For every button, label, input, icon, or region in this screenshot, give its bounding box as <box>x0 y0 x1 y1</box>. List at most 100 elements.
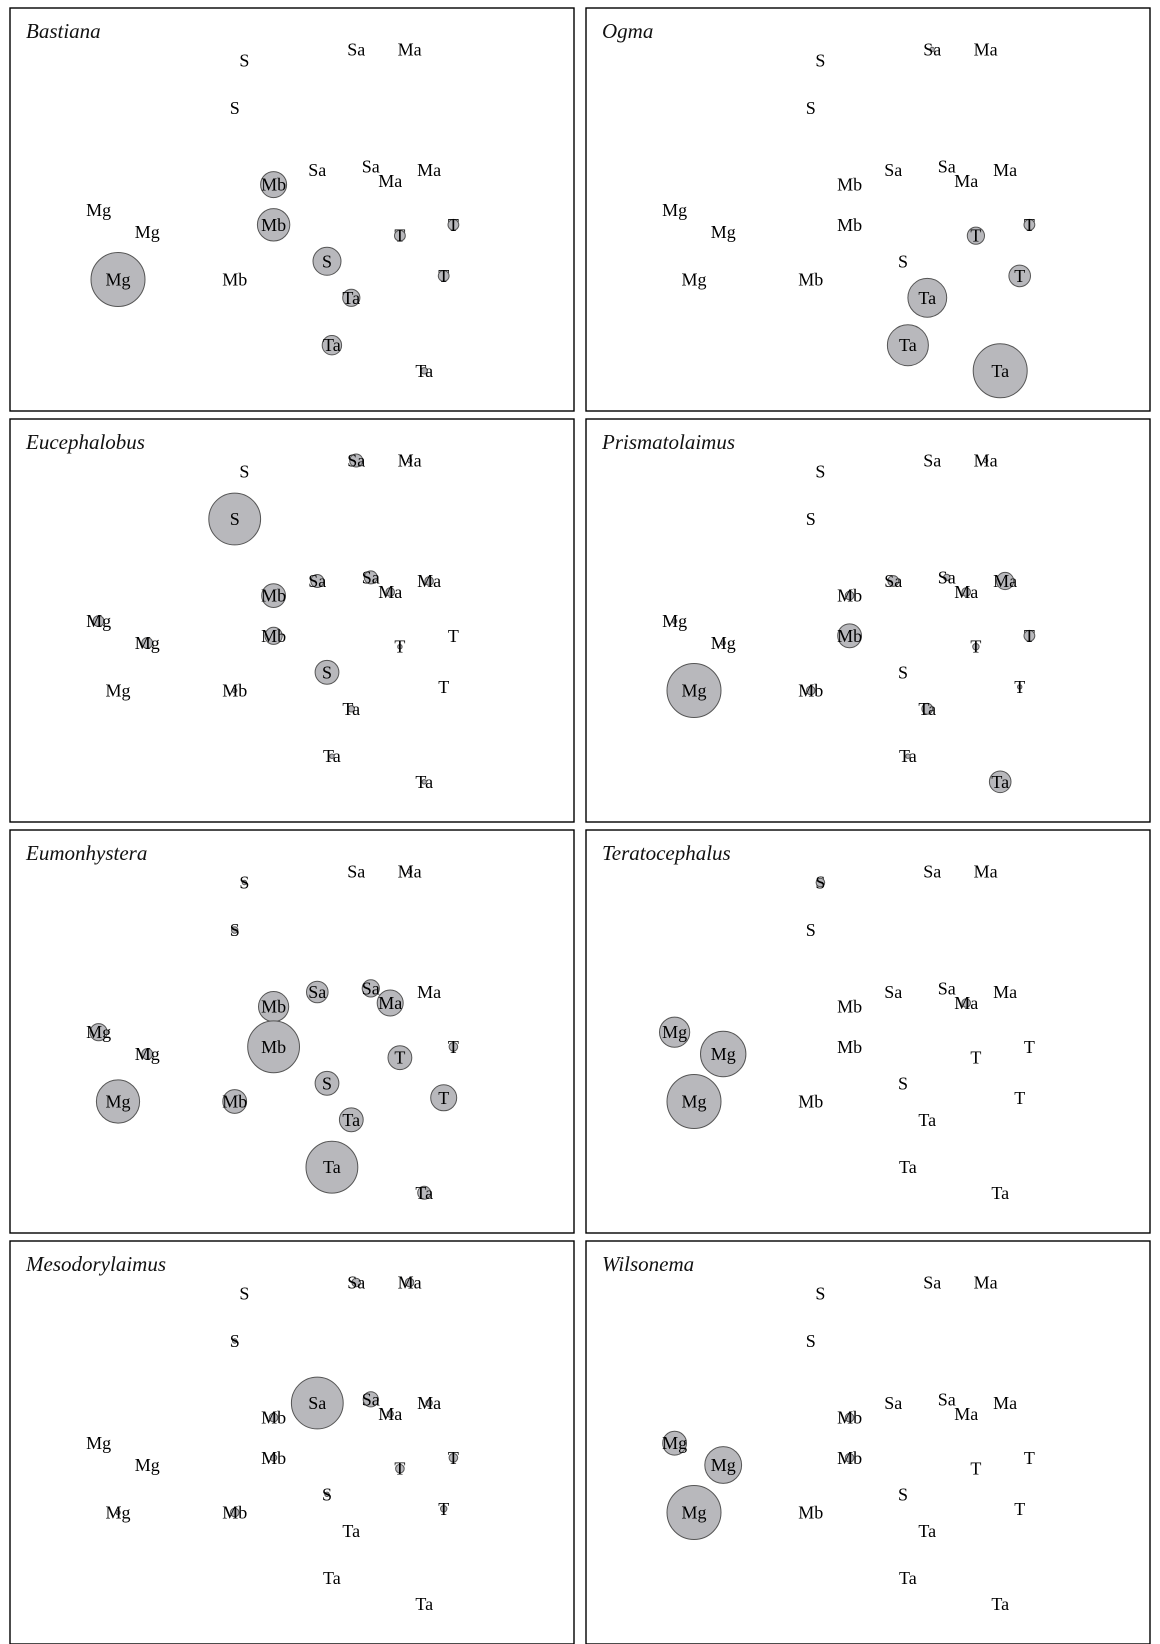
bubble-mg <box>141 1048 154 1060</box>
point-label-mb: Mb <box>261 1408 286 1428</box>
bubble-sa <box>363 570 378 585</box>
point-label-mg: Mg <box>135 1044 160 1064</box>
point-label-ta: Ta <box>342 1521 360 1541</box>
point-label-ta: Ta <box>323 746 341 766</box>
panel-title: Wilsonema <box>602 1252 694 1276</box>
bubble-mg <box>700 1030 747 1078</box>
point-label-ma: Ma <box>378 171 402 191</box>
point-label-mg: Mg <box>681 1503 706 1523</box>
panel-title: Eumonhystera <box>25 841 147 865</box>
point-label-t: T <box>438 266 449 286</box>
bubble-mg <box>666 1485 722 1540</box>
bubble-ta <box>907 277 948 318</box>
point-label-mg: Mg <box>681 681 706 701</box>
bubble-mb <box>264 626 283 645</box>
point-label-t: T <box>1024 215 1035 235</box>
bubble-sa <box>306 980 329 1004</box>
point-label-mb: Mb <box>837 1408 862 1428</box>
bubble-t <box>972 643 980 651</box>
point-label-mg: Mg <box>86 611 111 631</box>
point-label-t: T <box>1014 266 1025 286</box>
panel-frame <box>9 1240 575 1644</box>
point-label-mg: Mg <box>105 1092 130 1112</box>
point-label-t: T <box>970 1048 981 1068</box>
point-label-sa: Sa <box>308 982 326 1002</box>
point-label-sa: Sa <box>362 156 380 176</box>
bubble-ma <box>982 457 989 464</box>
point-label-sa: Sa <box>938 978 956 998</box>
point-label-s: S <box>806 509 816 529</box>
point-label-ma: Ma <box>398 1273 422 1293</box>
point-label-ma: Ma <box>974 862 998 882</box>
bubble-t <box>430 1084 458 1112</box>
point-label-sa: Sa <box>884 571 902 591</box>
point-label-mg: Mg <box>86 1433 111 1453</box>
point-label-mg: Mg <box>135 222 160 242</box>
point-label-s: S <box>898 662 908 682</box>
bubble-mg <box>662 1430 687 1456</box>
point-label-mg: Mg <box>105 681 130 701</box>
point-label-mg: Mg <box>711 1455 736 1475</box>
bubble-ma <box>406 457 413 464</box>
point-label-ma: Ma <box>954 582 978 602</box>
bubble-ma <box>425 1399 433 1407</box>
point-label-mg: Mg <box>711 222 736 242</box>
bubble-ma <box>424 576 434 586</box>
panel-title: Teratocephalus <box>602 841 731 865</box>
point-label-sa: Sa <box>362 1389 380 1409</box>
point-label-ma: Ma <box>954 171 978 191</box>
panel-frame <box>585 829 1151 1234</box>
bubble-sa <box>362 1391 379 1408</box>
bubble-mb <box>268 1412 279 1423</box>
point-label-sa: Sa <box>923 1273 941 1293</box>
point-label-mb: Mb <box>837 175 862 195</box>
point-label-ma: Ma <box>378 582 402 602</box>
point-label-t: T <box>970 1459 981 1479</box>
point-label-mb: Mb <box>837 215 862 235</box>
bubble-t <box>1017 684 1023 690</box>
bubble-mb <box>247 1020 301 1074</box>
point-label-sa: Sa <box>308 1393 326 1413</box>
point-label-mg: Mg <box>662 1022 687 1042</box>
point-label-mg: Mg <box>86 1022 111 1042</box>
bubble-mg <box>92 615 105 627</box>
point-label-s: S <box>230 509 240 529</box>
bubble-ta <box>321 335 343 356</box>
point-label-mb: Mb <box>261 586 286 606</box>
point-label-s: S <box>239 873 249 893</box>
point-label-t: T <box>970 637 981 657</box>
point-label-s: S <box>806 98 816 118</box>
bubble-ma <box>961 587 972 597</box>
bubble-mb <box>269 1454 278 1462</box>
point-label-s: S <box>898 1073 908 1093</box>
panel-frame <box>9 7 575 412</box>
point-label-mg: Mg <box>135 1455 160 1475</box>
point-label-mb: Mb <box>798 1503 823 1523</box>
panel-title: Bastiana <box>26 19 101 43</box>
point-label-s: S <box>815 462 825 482</box>
bubble-mb <box>844 590 855 601</box>
point-label-ma: Ma <box>398 862 422 882</box>
point-label-t: T <box>394 226 405 246</box>
bubble-ta <box>421 779 427 785</box>
point-label-sa: Sa <box>308 571 326 591</box>
bubble-s <box>324 1491 330 1498</box>
bubble-mg <box>666 1074 722 1129</box>
point-label-mb: Mb <box>222 1503 247 1523</box>
point-label-ta: Ta <box>899 1157 917 1177</box>
point-label-mb: Mb <box>222 270 247 290</box>
point-label-ma: Ma <box>398 451 422 471</box>
point-label-sa: Sa <box>938 1389 956 1409</box>
bubble-mb <box>229 1507 240 1518</box>
bubble-ta <box>886 324 929 367</box>
bubble-mg <box>720 640 726 646</box>
point-label-t: T <box>448 215 459 235</box>
bubble-sa <box>943 573 951 582</box>
point-label-ta: Ta <box>342 699 360 719</box>
point-label-ta: Ta <box>918 1521 936 1541</box>
